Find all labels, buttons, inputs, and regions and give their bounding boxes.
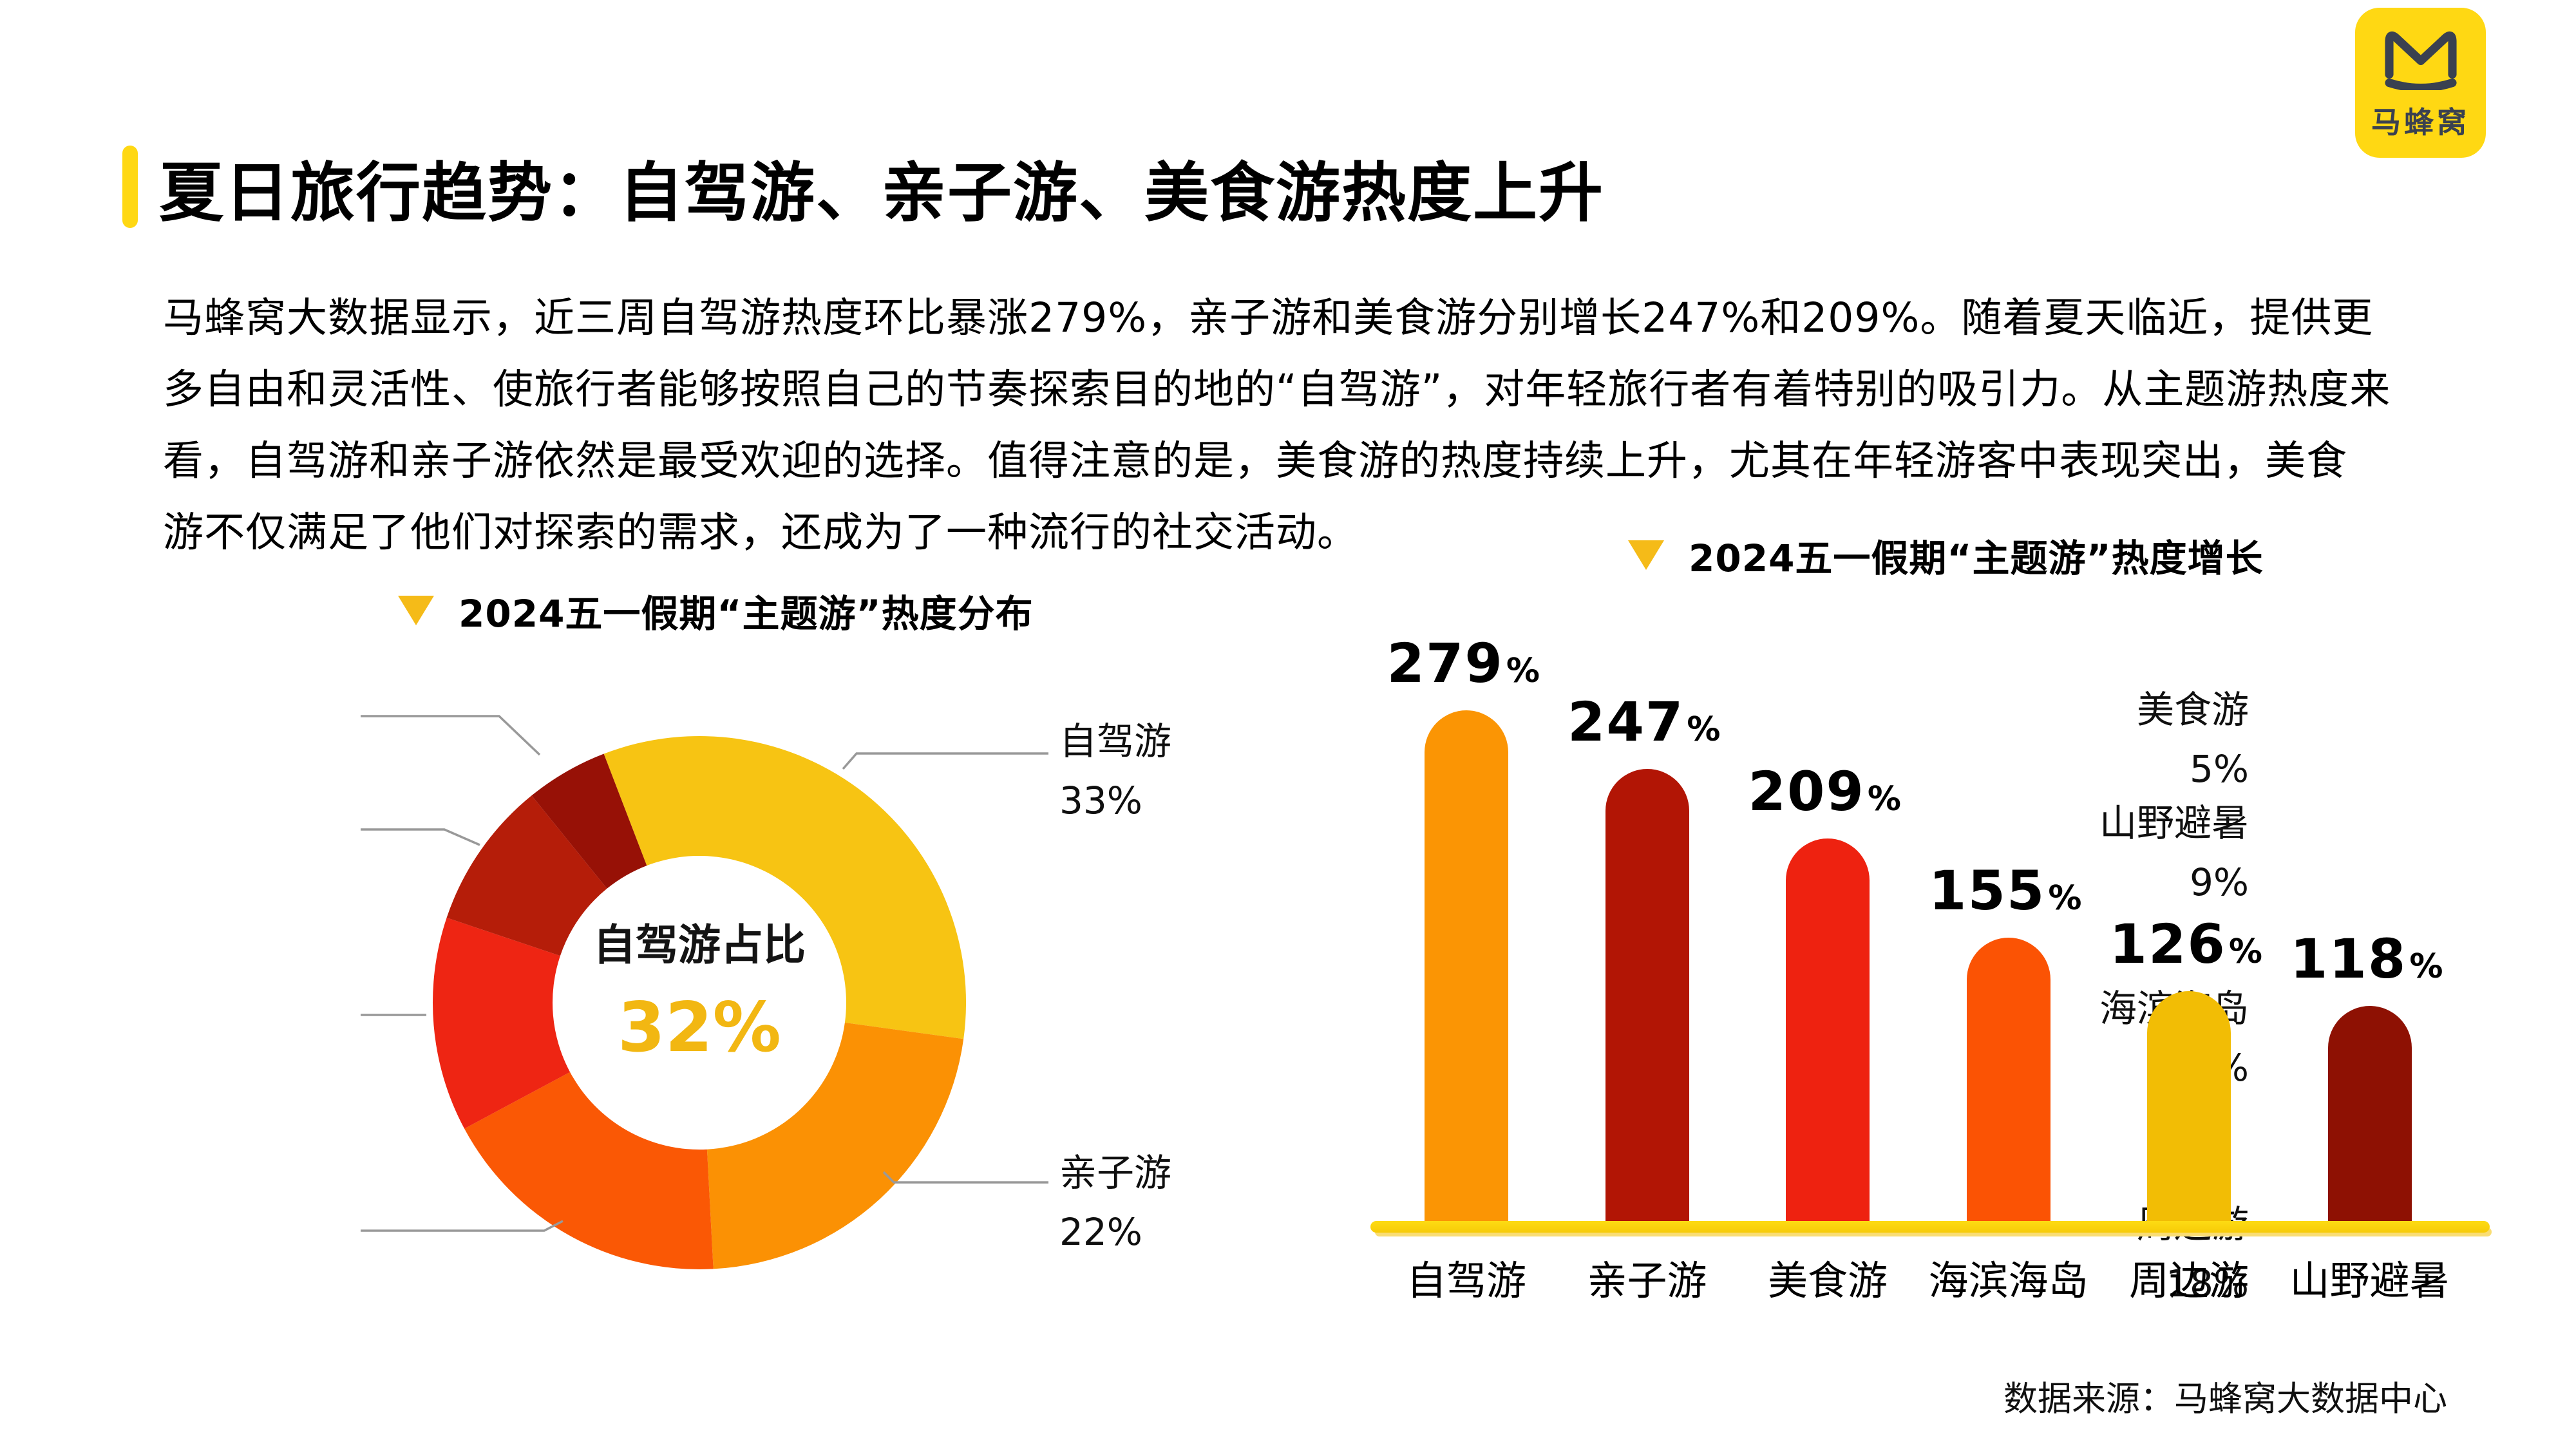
bar-value-number: 118 [2290, 927, 2407, 990]
pie-label-percent: 9% [2189, 860, 2249, 904]
intro-line: 游不仅满足了他们对探索的需求，还成为了一种流行的社交活动。 [163, 509, 1358, 556]
pie-label-percent: 22% [1059, 1210, 1142, 1254]
pie-label-山野避暑: 山野避暑 9% [2099, 793, 2249, 912]
bar-山野避暑 [2327, 1006, 2412, 1222]
bar-自驾游 [1425, 710, 1508, 1222]
bar-value-unit: % [2048, 879, 2082, 918]
bar-美食游 [1786, 838, 1870, 1222]
pie-segment-山野避暑 [446, 795, 607, 956]
bar-亲子游 [1605, 769, 1689, 1222]
bar-value-unit: % [1506, 652, 1540, 690]
bar-value-number: 209 [1748, 760, 1865, 823]
bar-value-unit: % [1867, 780, 1901, 819]
pie-segment-美食游 [531, 753, 647, 889]
pie-label-percent: 33% [1059, 779, 1142, 822]
pie-label-name: 亲子游 [1059, 1151, 1172, 1195]
bar-value-label: 247% [1567, 690, 1720, 753]
triangle-down-icon [398, 596, 434, 625]
pie-segment-海滨海岛 [432, 918, 571, 1129]
intro-line: 看，自驾游和亲子游依然是最受欢迎的选择。值得注意的是，美食游的热度持续上升，尤其… [163, 437, 2347, 484]
bar-value-label: 279% [1387, 632, 1540, 695]
pie-label-自驾游: 自驾游 33% [1059, 712, 1171, 830]
bar-category-label: 亲子游 [1587, 1257, 1707, 1304]
bar-value-label: 209% [1748, 760, 1901, 823]
donut-center-label: 自驾游占比 [593, 920, 806, 970]
bar-category-label: 海滨海岛 [1928, 1257, 2088, 1304]
bar-value-label: 155% [1929, 859, 2081, 922]
pie-label-name: 自驾游 [1059, 719, 1172, 763]
pie-label-美食游: 美食游 5% [2137, 680, 2249, 799]
bar-category-label: 美食游 [1767, 1257, 1888, 1304]
bar-value-number: 126 [2109, 913, 2226, 976]
bar-value-number: 155 [1929, 859, 2046, 922]
title-accent-bar [122, 146, 138, 228]
bar-value-number: 279 [1387, 632, 1504, 695]
bar-value-unit: % [2228, 933, 2262, 971]
data-source-note: 数据来源：马蜂窝大数据中心 [2003, 1379, 2447, 1419]
intro-line: 马蜂窝大数据显示，近三周自驾游热度环比暴涨279%，亲子游和美食游分别增长247… [163, 294, 2374, 341]
intro-line: 多自由和灵活性、使旅行者能够按照自己的节奏探索目的地的“自驾游”，对年轻旅行者有… [163, 366, 2391, 413]
bar-category-label: 山野避暑 [2289, 1257, 2450, 1304]
pie-segment-周边游 [464, 1072, 714, 1269]
bar-chart-title: 2024五一假期“主题游”热度增长 [1628, 528, 2264, 582]
pie-chart-title: 2024五一假期“主题游”热度分布 [398, 583, 1034, 638]
bar-value-number: 247 [1567, 690, 1685, 753]
bar-value-label: 118% [2290, 927, 2443, 990]
bar-chart-baseline [1370, 1221, 2490, 1233]
pie-segment-亲子游 [706, 1022, 964, 1269]
bar-category-label: 自驾游 [1406, 1257, 1527, 1304]
mafengwo-m-icon [2384, 31, 2457, 90]
bar-海滨海岛 [1966, 938, 2050, 1222]
logo-brand-text: 马蜂窝 [2371, 105, 2470, 140]
pie-label-name: 山野避暑 [2099, 801, 2249, 845]
bar-value-unit: % [1687, 710, 1721, 749]
donut-center-text: 自驾游占比 32% [506, 920, 893, 1066]
pie-label-name: 美食游 [2136, 688, 2249, 732]
donut-chart [432, 735, 967, 1269]
pie-label-亲子游: 亲子游 22% [1059, 1143, 1171, 1262]
mafengwo-logo: 马蜂窝 [2355, 8, 2486, 158]
bar-value-unit: % [2409, 947, 2443, 986]
donut-center-value: 32% [618, 988, 781, 1067]
bar-周边游 [2147, 991, 2231, 1222]
pie-label-percent: 5% [2189, 747, 2249, 791]
pie-segment-自驾游 [603, 735, 967, 1039]
page-title: 夏日旅行趋势：自驾游、亲子游、美食游热度上升 [159, 155, 1604, 231]
bar-category-label: 周边游 [2128, 1257, 2249, 1304]
triangle-down-icon [1628, 540, 1664, 570]
pie-label-percent: 18% [2166, 1262, 2249, 1305]
intro-paragraph: 马蜂窝大数据显示，近三周自驾游热度环比暴涨279%，亲子游和美食游分别增长247… [163, 282, 2481, 568]
bar-value-label: 126% [2110, 913, 2262, 976]
